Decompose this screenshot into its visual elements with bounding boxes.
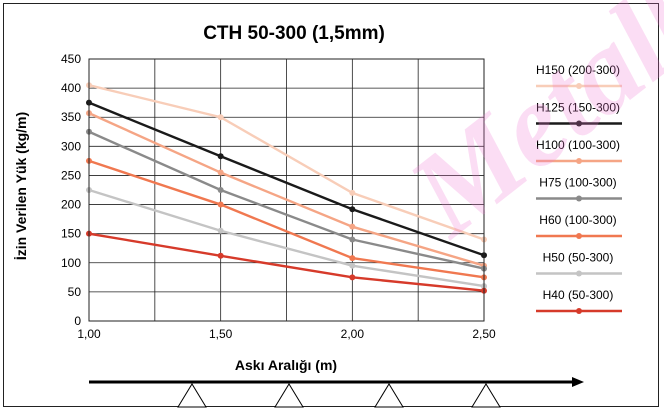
series-line: [88, 188, 485, 288]
axes: 0 50 100 150 200 250 300 350 400 450 1,00 1,50 2,00 2…: [61, 52, 496, 341]
y-tick-label: 250: [61, 168, 81, 182]
plot-border: [88, 58, 485, 322]
data-point: [217, 153, 224, 160]
support-diagram: [89, 377, 584, 408]
data-point: [349, 206, 356, 213]
x-tick-label: 1,50: [209, 327, 233, 341]
y-tick-label: 0: [74, 314, 81, 328]
data-point: [349, 189, 356, 196]
y-axis-label: İzin Verilen Yük (kg/m): [13, 112, 29, 260]
legend-label: H75 (100-300): [539, 176, 616, 190]
support-triangle: [374, 383, 404, 408]
legend-marker: [576, 120, 582, 127]
data-point: [349, 223, 356, 230]
legend-label: H125 (150-300): [536, 101, 620, 115]
data-point: [349, 262, 356, 269]
legend-marker: [576, 158, 582, 164]
y-tick-label: 350: [61, 110, 81, 124]
data-point: [217, 201, 224, 208]
y-tick-label: 200: [61, 198, 81, 212]
legend-marker: [576, 233, 582, 239]
legend-label: H100 (100-300): [536, 138, 620, 152]
data-point: [217, 227, 224, 234]
data-point: [349, 255, 356, 262]
chart-title: CTH 50-300 (1,5mm): [203, 23, 385, 44]
series-line: [88, 112, 485, 267]
data-point: [217, 169, 224, 176]
y-tick-label: 400: [61, 81, 81, 95]
data-point: [217, 114, 224, 121]
legend-marker: [576, 83, 582, 89]
arrow-head: [572, 377, 584, 387]
y-tick-label: 150: [61, 227, 81, 241]
y-tick-label: 450: [61, 52, 81, 66]
data-point: [217, 187, 224, 193]
data-point: [349, 274, 356, 281]
legend-marker: [576, 308, 582, 314]
legend-marker: [576, 195, 582, 202]
support-triangle: [471, 383, 501, 408]
x-tick-label: 1,00: [77, 327, 101, 341]
series-line: [88, 101, 485, 257]
grid: [88, 58, 485, 322]
chart-frame: 0 50 100 150 200 250 300 350 400 450 1,00 1,50 2,00 2…: [3, 0, 664, 408]
series-line: [88, 84, 485, 241]
x-axis-label: Askı Aralığı (m): [235, 357, 337, 373]
legend-label: H60 (100-300): [539, 213, 616, 227]
x-tick-label: 2,50: [472, 327, 496, 341]
y-tick-label: 100: [61, 256, 81, 270]
x-tick-label: 2,00: [341, 327, 365, 341]
legend-label: H40 (50-300): [543, 288, 614, 302]
legend: H150 (200-300) H125 (150-300) H100 (100-30…: [500, 60, 642, 324]
data-point: [349, 236, 356, 243]
legend-label: H150 (200-300): [536, 63, 620, 77]
series-line: [88, 159, 485, 279]
y-tick-label: 50: [68, 285, 82, 299]
series-group: [86, 82, 487, 294]
line-chart: 0 50 100 150 200 250 300 350 400 450 1,00 1,50 2,00 2…: [13, 23, 642, 408]
support-triangle: [274, 383, 304, 408]
series-line: [88, 130, 485, 270]
data-point: [217, 252, 224, 259]
legend-label: H50 (50-300): [543, 251, 614, 265]
y-tick-label: 300: [61, 139, 81, 153]
support-triangle: [177, 383, 207, 408]
series-line: [88, 232, 485, 292]
legend-box: [500, 60, 642, 324]
legend-marker: [576, 270, 582, 277]
